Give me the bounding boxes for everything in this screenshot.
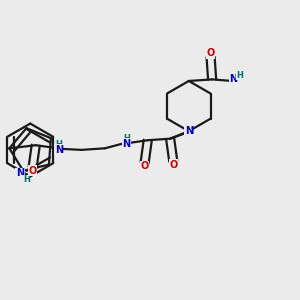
Text: H: H (237, 71, 244, 80)
Text: N: N (16, 168, 24, 178)
Text: O: O (28, 166, 37, 176)
Text: O: O (169, 160, 177, 170)
Text: N: N (122, 139, 131, 149)
Text: H: H (55, 140, 62, 149)
Text: H: H (123, 134, 130, 143)
Text: N: N (185, 126, 193, 136)
Text: N: N (229, 74, 237, 84)
Text: O: O (140, 161, 149, 171)
Text: N: N (55, 145, 63, 155)
Text: H: H (23, 175, 30, 184)
Text: O: O (206, 48, 215, 58)
Text: N: N (185, 126, 193, 136)
